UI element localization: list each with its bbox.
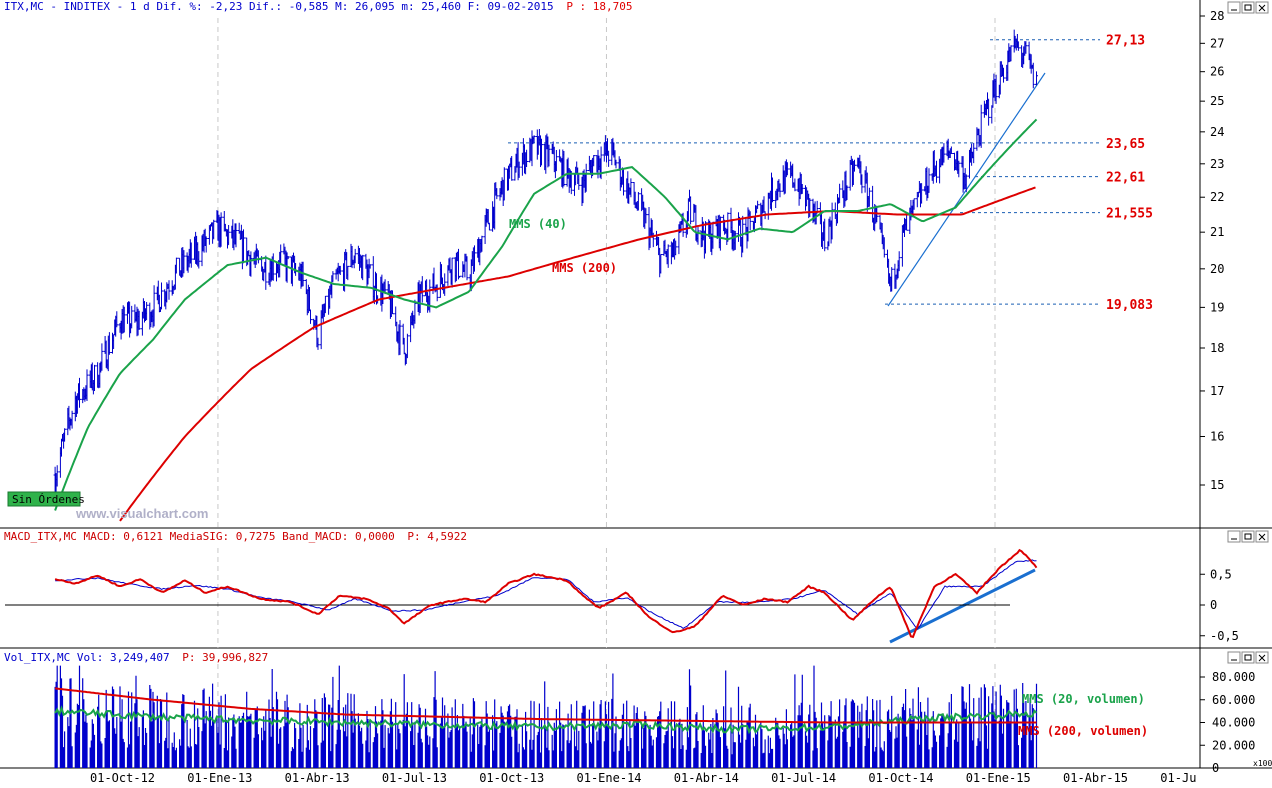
y-tick-label: 16 — [1210, 430, 1224, 444]
y-tick-label: 23 — [1210, 157, 1224, 171]
level-label: 27,13 — [1106, 34, 1145, 49]
x-tick-label: 01-Jul-14 — [771, 771, 836, 785]
y-tick-label: 24 — [1210, 125, 1224, 139]
vol20-line — [54, 705, 1038, 735]
level-label: 23,65 — [1106, 137, 1145, 152]
restore-icon[interactable] — [1241, 1, 1255, 14]
mms200-line — [119, 186, 1036, 522]
minimize-icon[interactable] — [1227, 651, 1241, 664]
minimize-icon[interactable] — [1227, 530, 1241, 543]
x-tick-label: 01-Ene-14 — [577, 771, 642, 785]
y-tick-label: 26 — [1210, 65, 1224, 79]
x-tick-label: 01-Ene-15 — [966, 771, 1031, 785]
price-pane-buttons[interactable] — [1227, 1, 1269, 14]
y-tick-label: 22 — [1210, 190, 1224, 204]
y-tick-label: 17 — [1210, 384, 1224, 398]
macd-pane-buttons[interactable] — [1227, 530, 1269, 543]
order-badge[interactable] — [7, 491, 81, 507]
vol-header: Vol_ITX,MC Vol: 3,249,407 P: 39,996,827 — [4, 651, 268, 664]
level-label: 21,555 — [1106, 207, 1153, 222]
y-tick-label: 21 — [1210, 225, 1224, 239]
y-tick-label: 27 — [1210, 36, 1224, 50]
vol-header-text: Vol_ITX,MC Vol: 3,249,407 — [4, 651, 170, 664]
restore-icon[interactable] — [1241, 651, 1255, 664]
y-tick-label: 15 — [1210, 478, 1224, 492]
y-tick-label: 28 — [1210, 9, 1224, 23]
vol200-line — [55, 687, 1037, 724]
level-label: 19,083 — [1106, 298, 1153, 313]
macd-trendline — [889, 568, 1036, 644]
x-tick-label: 01-Abr-13 — [285, 771, 350, 785]
y-tick-label: 0 — [1212, 761, 1219, 775]
axis-ticks: 01-Oct-12 01-Ene-13 01-Abr-13 01-Jul-13 01-O… — [90, 9, 1255, 785]
price-header-p: P : 18,705 — [566, 0, 632, 13]
price-header: ITX,MC - INDITEX - 1 d Dif. %: -2,23 Dif… — [4, 0, 633, 13]
vol20-label: MMS (20, volumen) — [1022, 692, 1145, 706]
y-tick-label: 18 — [1210, 341, 1224, 355]
y-tick-label: 20 — [1210, 262, 1224, 276]
series-lines: 27,13 23,65 22,61 21,555 19,083 — [5, 29, 1153, 735]
grid-lines — [217, 18, 996, 768]
mms200-label: MMS (200) — [552, 261, 617, 275]
macd-header-text: MACD_ITX,MC MACD: 0,6121 MediaSIG: 0,727… — [4, 530, 395, 543]
y-tick-label: 25 — [1210, 94, 1224, 108]
mms40-label: MMS (40) — [509, 217, 567, 231]
y-tick-label: 0 — [1210, 598, 1217, 612]
vol-unit: x100 — [1253, 759, 1272, 768]
macd-line — [54, 548, 1038, 639]
x-tick-label: 01-Jul-13 — [382, 771, 447, 785]
mms40-line — [54, 118, 1038, 511]
watermark: www.visualchart.com — [75, 506, 208, 521]
y-tick-label: 20.000 — [1212, 738, 1255, 752]
vol-header-p: P: 39,996,827 — [182, 651, 268, 664]
x-tick-label: 01-Abr-14 — [674, 771, 739, 785]
price-header-text: ITX,MC - INDITEX - 1 d Dif. %: -2,23 Dif… — [4, 0, 554, 13]
order-badge-label: Sin Órdenes — [12, 493, 85, 506]
macd-header-p: P: 4,5922 — [407, 530, 467, 543]
vol-pane-buttons[interactable] — [1227, 651, 1269, 664]
x-tick-label: 01-Ene-13 — [187, 771, 252, 785]
volume-bar-path — [54, 665, 1038, 768]
y-tick-label: 80.000 — [1212, 670, 1255, 684]
y-tick-label: 0,5 — [1210, 567, 1232, 581]
macd-header: MACD_ITX,MC MACD: 0,6121 MediaSIG: 0,727… — [4, 530, 467, 543]
minimize-icon[interactable] — [1227, 1, 1241, 14]
y-tick-label: -0,5 — [1210, 629, 1239, 643]
y-tick-label: 60.000 — [1212, 693, 1255, 707]
x-tick-label: 01-Oct-14 — [868, 771, 933, 785]
vol200-label: MMS (200, volumen) — [1018, 724, 1148, 738]
level-label: 22,61 — [1106, 171, 1145, 186]
x-tick-label: 01-Ju — [1160, 771, 1196, 785]
x-tick-label: 01-Oct-13 — [479, 771, 544, 785]
volume-bars — [54, 665, 1038, 768]
y-tick-label: 40.000 — [1212, 716, 1255, 730]
macd-signal-line — [55, 559, 1037, 630]
restore-icon[interactable] — [1241, 530, 1255, 543]
x-tick-label: 01-Oct-12 — [90, 771, 155, 785]
y-tick-label: 19 — [1210, 300, 1224, 314]
price-bars — [53, 29, 1038, 495]
x-tick-label: 01-Abr-15 — [1063, 771, 1128, 785]
